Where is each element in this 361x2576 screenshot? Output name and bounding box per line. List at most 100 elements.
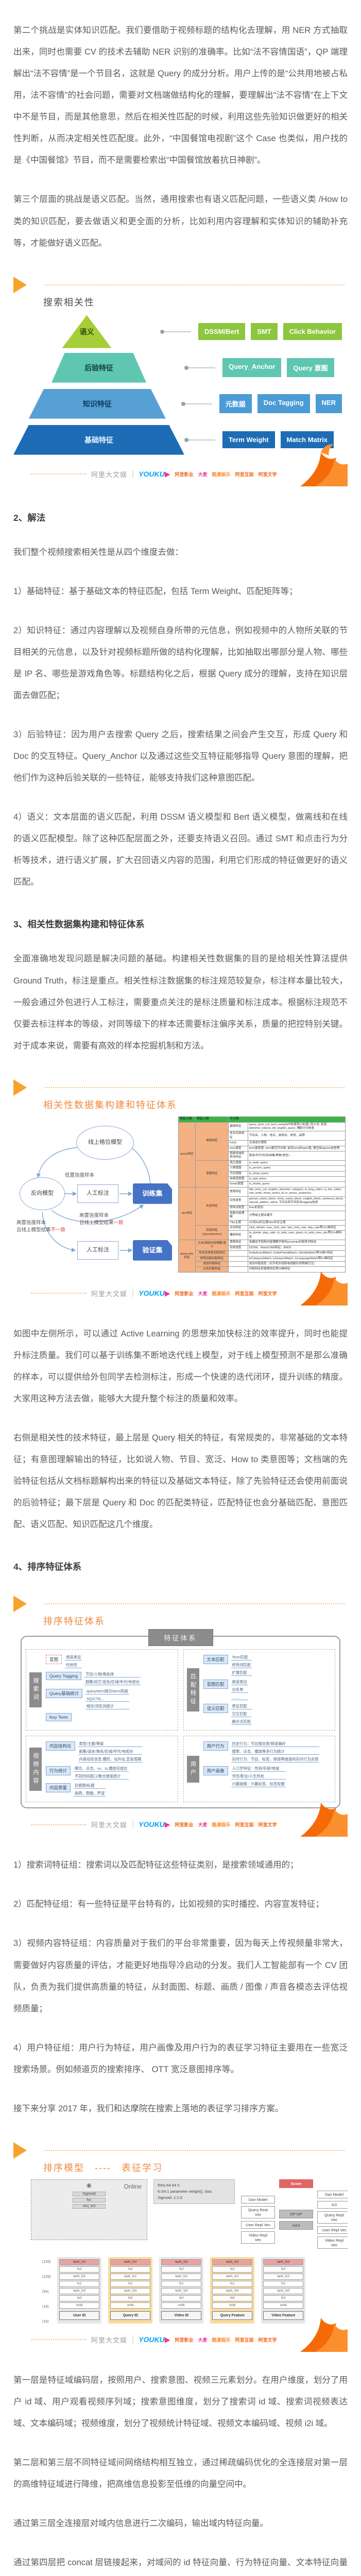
feature-box: NER — [315, 394, 342, 414]
network-diagram: Online ✺ Sigmoid fcc relu_fc0 Relu:64 64… — [18, 2179, 348, 2324]
node-gray: DP-GP — [279, 2209, 313, 2218]
paragraph: 2）匹配特征组：有一些特征是平台特有的，比如视频的实时播控、内容宣发特征； — [13, 1900, 324, 1909]
kuyang-logo: 酷漾娱乐 — [212, 1291, 231, 1296]
aliwenxue-logo: 阿里文学 — [258, 1291, 277, 1296]
pyramid-row: 基础特征 Term Weight Match Matrix — [13, 422, 348, 458]
fox-tail-graphic — [300, 1271, 348, 1306]
connector-line — [164, 331, 192, 332]
feature-box: Query_Anchor — [222, 358, 282, 378]
connector-dot — [181, 401, 185, 406]
node: Query Repl Vec — [317, 2211, 348, 2224]
reverse-model-node: 反向模型 — [20, 1177, 65, 1210]
dim-label: (64) — [42, 2290, 49, 2294]
youku-logo: YOUKU▶ — [139, 1289, 170, 1297]
slide-title: 排序特征体系 — [43, 1616, 105, 1627]
leaf: 剧集/综艺/音色/区域/年代/电视台 — [84, 1680, 141, 1686]
node: Query Real Vec — [241, 2206, 275, 2218]
leaf: 学历/职业/人生所处 — [231, 1774, 286, 1780]
leaf: 表征匹配 — [231, 1704, 252, 1710]
active-learning-flow: 线上格位模型 反向模型 人工标注 训练集 人工标注 验证集 低置信度样本 高置信… — [15, 1116, 176, 1277]
node: Dan Model — [317, 2190, 348, 2198]
branch-chip: Key Term — [46, 1713, 72, 1722]
paragraph: 如图中左侧所示，可以通过 Active Learning 的思想来加快标注的效率… — [13, 1329, 348, 1403]
alibaba-pictures-logo: 阿里影业 — [175, 1822, 194, 1828]
layer-boxes: Query_Anchor Query 意图 — [222, 358, 340, 378]
manual-label-node: 人工标注 — [77, 1241, 118, 1260]
paragraph: 我们整个视频搜索相关性是从四个维度去做： — [13, 547, 183, 557]
orange-arrow-icon — [13, 276, 27, 293]
fox-tail-graphic — [300, 444, 348, 486]
feature-box: 元数据 — [219, 394, 252, 414]
paragraph: 接下来分享 2017 年，我们和达摩院在搜索上落地的表征学习排序方案。 — [13, 2104, 284, 2113]
section-heading: 3、相关性数据集构建和特征体系 — [13, 919, 145, 930]
paragraph: 第三个层面的挑战是语义匹配。当然，通用搜索也有语义匹配问题，一些语义类 /How… — [13, 195, 348, 248]
orange-arrow-icon — [13, 1079, 27, 1096]
kuyang-logo: 酷漾娱乐 — [212, 1822, 231, 1828]
paragraph: 全面准确地发现问题是解决问题的基础。构建相关性数据集的目的是给相关性算法提供 G… — [13, 954, 348, 1050]
damai-logo: 大麦 — [198, 471, 208, 477]
tower-user-id: tanh_fc2 fc2 tanh_fc1 fc1 tanh_fc0 fc0 emb Use… — [57, 2257, 102, 2324]
annotation-box: Relu:64 64 0 fc:64:1 parameter weight(), … — [153, 2179, 235, 2204]
paragraph: 通过第三层全连接层对域内信息进行二次编码，输出域内特征向量。 — [13, 2519, 268, 2529]
tower-query-id: tanh_fc2 fc2 tanh_fc1 fc1 tanh_fc0 fc0 emb Que… — [108, 2257, 153, 2324]
online-node: relu_fc0 — [73, 2204, 106, 2209]
leaf: 剧集/语言/角色/区域/年代/电视台 — [78, 1749, 143, 1755]
online-node: Sigmoid — [73, 2191, 106, 2196]
group-user: 用户 用户行为 历史行为：节目相关类/频道偏好 搜索、点击、播放等多行为统计 实时行… — [183, 1736, 335, 1803]
dim-label: (128) — [42, 2275, 51, 2279]
branch-chip: 文本匹配 — [203, 1655, 228, 1665]
leaf: 搜索、点击、播放等多行为统计 — [231, 1749, 320, 1755]
leaf: 节目/人物/角色体 — [84, 1672, 141, 1678]
node: Video Repl Vec — [241, 2231, 275, 2244]
group-match-features: 匹配特征 文本匹配 Term匹配 修饰词匹配 扩展匹配 意图匹配 频道类目 白名单……… — [183, 1649, 335, 1731]
dotted-rule — [44, 1087, 345, 1088]
paragraph: 3）视频内容特征组：内容质量对于我们的平台非常重要，因为每天上传视频量非常大，需… — [13, 1939, 348, 2013]
feature-box: Query 意图 — [287, 358, 334, 378]
damai-logo: 大麦 — [198, 1822, 208, 1828]
aligames-logo: 阿里互娱 — [235, 1291, 254, 1296]
branch-chip: 内容质量 — [46, 1783, 71, 1793]
damai-logo: 大麦 — [198, 1291, 208, 1296]
kuyang-logo: 酷漾娱乐 — [212, 471, 231, 477]
group-video-content: 视频内容 内容结构化 类型/主题/等级 剧集/语言/角色/区域/年代/电视台 内容动… — [26, 1736, 178, 1803]
slide-dataset-features: 相关性数据集构建和特征体系 线上格位模型 反向模型 人工标注 训练集 人工标注 — [13, 1074, 348, 1306]
paragraph: 第二层和第三层不同特征域间网络结构相互独立，通过稀疏编码优化的全连接层对第一层的… — [13, 2458, 348, 2489]
leaf: 人口学特征：性别/年龄/地域 — [231, 1766, 286, 1772]
brand-group-label: 阿里大文娱 — [91, 470, 128, 479]
leaf: 实时行为：节目、标签、频道等维度的实时行为反馈 — [231, 1757, 320, 1763]
aligames-logo: 阿里互娱 — [235, 2337, 254, 2343]
leaf: 修饰词匹配 — [231, 1663, 252, 1669]
leaf: Term匹配 — [231, 1655, 252, 1661]
kuyang-logo: 酷漾娱乐 — [212, 2337, 231, 2343]
dim-label: (16) — [42, 2304, 49, 2309]
connector-line — [188, 367, 215, 368]
leaf: 兴趣画像：兴趣标签、标签权重 — [231, 1782, 286, 1788]
feature-mindmap: 特征体系 搜索词 意图 频道类目 时效性 Query Tagging 节目/人物/… — [21, 1629, 340, 1809]
leaf: 画质，图像，声音 — [74, 1791, 106, 1797]
leaf: SQ/CTR… — [85, 1697, 129, 1702]
brand-footer: 阿里大文娱 | YOUKU▶ 阿里影业 大麦 酷漾娱乐 阿里互娱 阿里文学 — [31, 1289, 348, 1298]
aligames-logo: 阿里互娱 — [235, 1822, 254, 1828]
damai-logo: 大麦 — [198, 2337, 208, 2343]
pyramid-row: 语义 DSSM/Bert SMT Click Behavior — [13, 314, 348, 350]
mindmap-root: 特征体系 — [148, 1629, 213, 1647]
aliwenxue-logo: 阿里文学 — [258, 1822, 277, 1828]
edge-label: 高置信度样本 且线上模型结果不一致 — [16, 1219, 66, 1233]
branch-chip: 用户画像 — [203, 1766, 228, 1776]
youku-logo: YOUKU▶ — [139, 469, 170, 478]
branch-chip: 意图匹配 — [203, 1680, 228, 1689]
dotted-rule — [44, 2149, 345, 2151]
group-query-terms: 搜索词 意图 频道类目 时效性 Query Tagging 节目/人物/角色体 剧集… — [26, 1649, 178, 1731]
orange-arrow-icon — [13, 2142, 27, 2159]
leaf: 相关/词区间统计 — [85, 1704, 129, 1710]
online-model-node: 线上格位模型 — [76, 1125, 134, 1160]
branch-chip: 行为统计 — [46, 1766, 71, 1776]
paragraph: 1）基础特征：基于基础文本的特征匹配，包括 Term Weight、匹配矩阵等； — [13, 586, 298, 596]
layer-boxes: 元数据 Doc Tagging NER — [219, 394, 348, 414]
edge-label: 低置信度样本 — [65, 1172, 95, 1178]
leaf: 融合式匹配 — [231, 1719, 252, 1725]
feature-towers: (128) (128) (64) (16) (16) tanh_fc2 fc2 tanh_f… — [42, 2257, 343, 2324]
paragraph: 1）搜索词特征组：搜索词以及匹配特征这些特征类别，是搜索领域通用的； — [13, 1860, 299, 1870]
alibaba-pictures-logo: 阿里影业 — [175, 1291, 194, 1296]
feature-box: SMT — [251, 323, 278, 341]
